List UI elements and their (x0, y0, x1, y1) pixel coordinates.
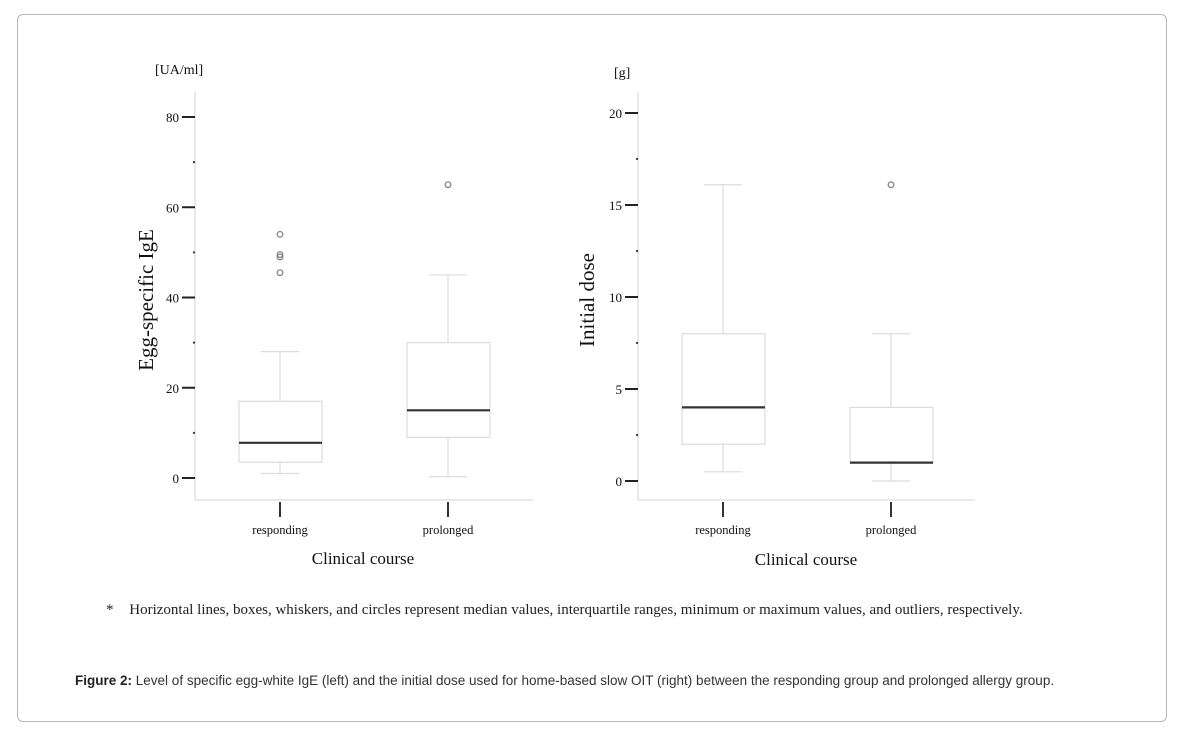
x-tick-label: responding (252, 523, 308, 537)
y-tick-label: 15 (609, 198, 622, 213)
y-tick-label: 40 (166, 291, 179, 306)
note-marker: * (106, 602, 114, 618)
y-tick-label: 60 (166, 200, 179, 215)
figure-frame (17, 14, 1167, 722)
y-tick-label: 0 (173, 471, 180, 486)
y-minor-tick (635, 249, 639, 253)
y-axis-title: Egg-specific IgE (134, 229, 158, 371)
y-minor-tick (192, 431, 196, 434)
y-minor-tick (635, 433, 639, 437)
y-minor-tick (635, 341, 639, 345)
outlier-point (276, 253, 284, 261)
y-minor-tick (635, 157, 639, 161)
iqr-box (849, 406, 934, 464)
outlier-point (276, 230, 284, 238)
figure-note: * Horizontal lines, boxes, whiskers, and… (106, 599, 1096, 621)
note-text: Horizontal lines, boxes, whiskers, and c… (129, 602, 1023, 618)
chart-initial-dose: [g] Initial dose Clinical course 0 5 10 15 2… (575, 66, 975, 569)
y-unit-label: [UA/ml] (155, 63, 203, 78)
caption-text: Level of specific egg-white IgE (left) a… (135, 673, 1055, 688)
y-tick-label: 80 (166, 110, 179, 125)
figure-caption: Figure 2: Level of specific egg-white Ig… (75, 672, 1115, 689)
y-tick-label: 10 (609, 290, 622, 305)
y-tick-label: 5 (616, 382, 623, 397)
outlier-point (276, 269, 284, 277)
x-tick-label: prolonged (866, 523, 917, 537)
iqr-box (681, 333, 766, 445)
x-tick-label: responding (695, 523, 751, 537)
y-unit-label: [g] (614, 66, 630, 81)
y-tick-label: 0 (616, 474, 623, 489)
y-minor-tick (192, 161, 196, 164)
outlier-point (887, 181, 895, 189)
x-tick-label: prolonged (423, 523, 474, 537)
caption-label: Figure 2: (75, 673, 133, 688)
y-minor-tick (192, 341, 196, 344)
iqr-box (406, 342, 491, 438)
x-axis-title: Clinical course (312, 549, 414, 568)
y-axis-title: Initial dose (575, 253, 599, 347)
outlier-point (276, 251, 284, 259)
chart-egg-specific-ige: [UA/ml] Egg-specific IgE Clinical course… (134, 63, 533, 568)
x-axis-title: Clinical course (755, 550, 857, 569)
y-tick-label: 20 (609, 106, 622, 121)
y-tick-label: 20 (166, 381, 179, 396)
outlier-point (444, 181, 452, 189)
iqr-box (238, 400, 323, 463)
y-minor-tick (192, 251, 196, 254)
